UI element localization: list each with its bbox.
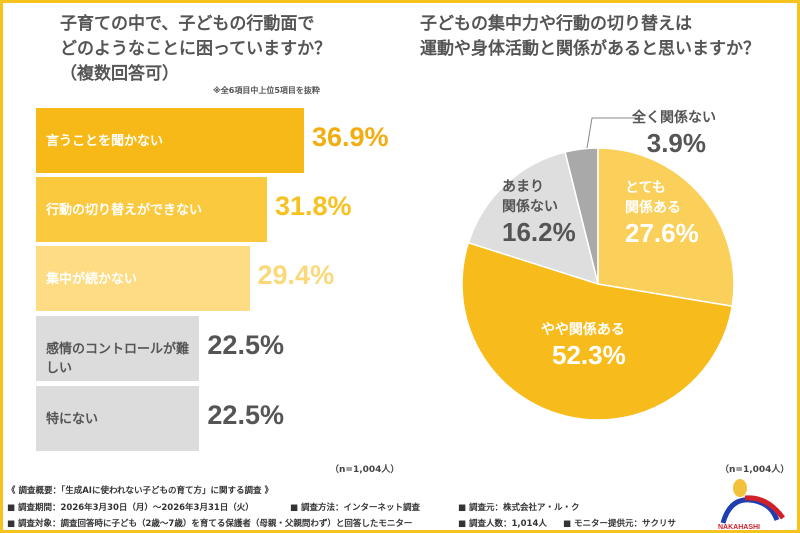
bar: 感情のコントロールが難しい xyxy=(36,316,200,381)
left-title-line: どのようなことに困っていますか？ xyxy=(60,39,332,59)
left-title: 子育ての中で、子どもの行動面で どのようなことに困っていますか？ （複数回答可） xyxy=(60,12,331,87)
pie-label-text: とても xyxy=(625,180,666,196)
right-sample-size: （n=1,004人） xyxy=(720,465,790,475)
survey-provider: ■ モニター提供元：サクリサ xyxy=(563,519,676,529)
pie-label-text: やや関係ある xyxy=(540,322,625,338)
pie-label-not-at-all: 全く関係ない 3.9% xyxy=(632,108,716,158)
bar: 集中が続かない xyxy=(36,246,250,311)
survey-target: ■ 調査対象：調査回答時に子ども（2歳～7歳）を育てる保護者（母親・父親問わず）… xyxy=(7,519,413,529)
pie-value: 52.3% xyxy=(552,340,626,370)
left-title-line: 子育ての中で、子どもの行動面で xyxy=(60,14,315,34)
bar: 特にない xyxy=(36,386,200,451)
bar-category-label: 言うことを聞かない xyxy=(46,134,164,149)
bar-category-label: 集中が続かない xyxy=(46,272,138,287)
pie-value: 16.2% xyxy=(502,217,576,247)
survey-count: ■ 調査人数：1,014人 xyxy=(458,519,547,529)
bar: 言うことを聞かない xyxy=(36,108,304,173)
bar-category-label: 行動の切り替えができない xyxy=(46,203,203,218)
right-title-line: 運動や身体活動と関係があると思いますか？ xyxy=(420,39,760,59)
pie-slice xyxy=(597,147,735,307)
bar-value-label: 29.4% xyxy=(257,260,335,290)
bar: 行動の切り替えができない xyxy=(36,177,267,242)
right-title: 子どもの集中力や行動の切り替えは 運動や身体活動と関係があると思いますか？ xyxy=(420,12,760,62)
pie-value: 3.9% xyxy=(646,128,706,158)
leader-line xyxy=(586,117,640,149)
left-title-line: （複数回答可） xyxy=(60,64,179,84)
left-sample-size: （n=1,004人） xyxy=(330,465,400,475)
pie-label-not-much: あまり関係ない 16.2% xyxy=(502,177,576,247)
pie-label-text: 関係ある xyxy=(625,200,681,216)
survey-source: ■ 調査元：株式会社ア・ル・ク xyxy=(458,503,580,513)
bar-value-label: 31.8% xyxy=(274,191,352,221)
survey-method: ■ 調査方法：インターネット調査 xyxy=(290,503,420,513)
left-note: ※全6項目中上位5項目を抜粋 xyxy=(213,86,320,95)
bar-value-label: 22.5% xyxy=(207,330,284,360)
bar-value-label: 22.5% xyxy=(207,400,284,430)
right-title-line: 子どもの集中力や行動の切り替えは xyxy=(420,14,692,34)
pie-slice xyxy=(461,241,734,421)
bar-value-label: 36.9% xyxy=(312,122,389,152)
bar-category-label: 特にない xyxy=(46,412,99,427)
pie-value: 27.6% xyxy=(625,218,699,248)
svg-text:NAKAHASHI: NAKAHASHI xyxy=(718,524,760,530)
pie-label-text: あまり xyxy=(502,179,544,195)
pie-label-text: 全く関係ない xyxy=(632,110,716,126)
pie-slice xyxy=(467,151,600,286)
survey-period: ■ 調査期間：2026年3月30日（月）～2026年3月31日（火） xyxy=(7,503,254,513)
nakahashi-logo: NAKAHASHI xyxy=(718,479,785,530)
pie-label-text: 関係ない xyxy=(502,199,558,215)
pie-label-very: とても関係ある 27.6% xyxy=(625,178,699,248)
bar-category-label: 感情のコントロールが難しい xyxy=(46,342,190,376)
pie-label-somewhat: やや関係ある 52.3% xyxy=(540,320,626,370)
survey-summary: 《 調査概要：「生成AIに使われない子どもの育て方」に関する調査 》 xyxy=(7,486,273,496)
